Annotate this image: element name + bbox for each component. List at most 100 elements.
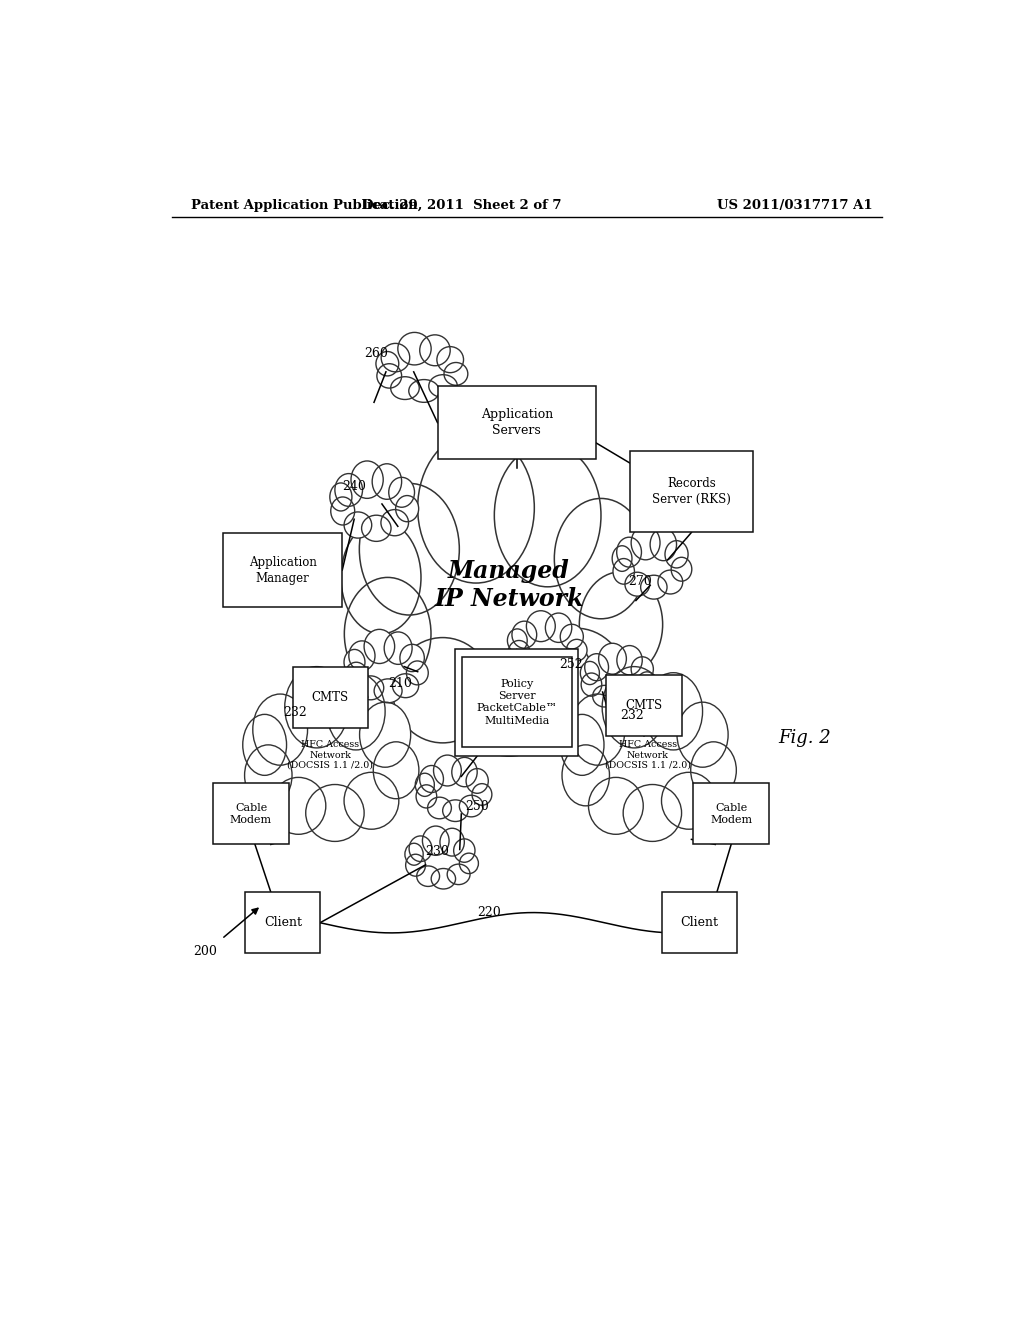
Ellipse shape [361,515,391,541]
Ellipse shape [404,843,423,865]
Text: CMTS: CMTS [311,690,349,704]
Ellipse shape [359,702,411,767]
Ellipse shape [417,866,439,887]
Ellipse shape [344,772,398,829]
Ellipse shape [593,685,616,708]
Ellipse shape [243,714,287,775]
Ellipse shape [440,828,464,857]
Ellipse shape [330,483,352,511]
Text: US 2011/0317717 A1: US 2011/0317717 A1 [717,198,872,211]
Ellipse shape [616,645,642,675]
Ellipse shape [466,768,488,793]
Ellipse shape [447,865,470,884]
Ellipse shape [381,510,409,536]
Bar [245,892,321,953]
Ellipse shape [306,784,365,841]
Text: HFC Access
Network
(DOCSIS 1.1 /2.0): HFC Access Network (DOCSIS 1.1 /2.0) [605,741,691,770]
Ellipse shape [253,694,307,766]
Ellipse shape [327,673,385,750]
Ellipse shape [374,678,402,702]
Ellipse shape [625,684,648,705]
Ellipse shape [460,853,478,874]
Ellipse shape [560,714,604,775]
Ellipse shape [508,628,527,652]
Ellipse shape [433,755,461,785]
Ellipse shape [381,343,410,372]
Ellipse shape [570,694,625,766]
Ellipse shape [662,772,716,829]
Ellipse shape [359,483,460,615]
Ellipse shape [376,351,398,376]
Ellipse shape [625,572,649,597]
Text: Cable
Modem: Cable Modem [710,803,753,825]
Ellipse shape [607,688,633,710]
Ellipse shape [495,444,601,587]
Ellipse shape [271,777,326,834]
Text: Application
Servers: Application Servers [480,408,553,437]
Ellipse shape [522,623,571,669]
Ellipse shape [644,673,702,750]
Ellipse shape [512,622,537,648]
Ellipse shape [345,663,368,688]
Ellipse shape [526,611,555,642]
Ellipse shape [416,785,436,808]
Ellipse shape [627,540,677,590]
Bar [462,657,572,747]
Bar [213,784,289,845]
Ellipse shape [389,478,415,507]
Ellipse shape [566,639,587,661]
Ellipse shape [372,463,401,499]
Text: 270: 270 [628,574,651,587]
Ellipse shape [423,826,450,855]
Ellipse shape [331,496,354,525]
Ellipse shape [460,795,483,817]
Ellipse shape [430,767,477,813]
Text: 210: 210 [388,677,413,690]
Ellipse shape [357,676,384,700]
Ellipse shape [554,499,647,619]
Bar [630,451,753,532]
Text: 200: 200 [194,945,217,958]
Ellipse shape [602,667,666,748]
Ellipse shape [472,784,492,805]
Text: CMTS: CMTS [626,698,663,711]
Ellipse shape [351,461,383,499]
Ellipse shape [431,869,456,888]
Text: Managed
IP Network: Managed IP Network [434,560,584,611]
Ellipse shape [285,667,348,748]
Ellipse shape [420,766,443,792]
Bar [456,649,579,755]
Ellipse shape [599,643,627,675]
Text: 220: 220 [477,906,501,919]
Ellipse shape [392,638,493,743]
Ellipse shape [641,576,667,599]
Text: 260: 260 [364,347,387,360]
Ellipse shape [374,742,419,799]
Ellipse shape [359,643,412,694]
Ellipse shape [456,651,562,756]
Bar [606,675,682,735]
Ellipse shape [508,640,529,664]
Ellipse shape [341,521,421,634]
Text: Client: Client [680,916,719,929]
Ellipse shape [392,673,419,698]
Ellipse shape [395,495,419,521]
Ellipse shape [589,777,643,834]
Ellipse shape [245,744,292,805]
Ellipse shape [344,649,365,675]
Text: Policy
Server
PacketCable™
MultiMedia: Policy Server PacketCable™ MultiMedia [476,678,557,726]
Ellipse shape [393,346,451,395]
Ellipse shape [593,700,702,821]
Ellipse shape [275,700,385,821]
Text: Application
Manager: Application Manager [249,556,316,585]
Ellipse shape [391,376,419,400]
Bar [293,667,368,727]
Text: 232: 232 [620,709,644,722]
Ellipse shape [349,642,375,671]
Ellipse shape [429,375,458,397]
Ellipse shape [400,644,424,672]
Text: Dec. 29, 2011  Sheet 2 of 7: Dec. 29, 2011 Sheet 2 of 7 [361,198,561,211]
Ellipse shape [420,335,451,366]
Ellipse shape [437,347,464,372]
Ellipse shape [546,612,571,643]
